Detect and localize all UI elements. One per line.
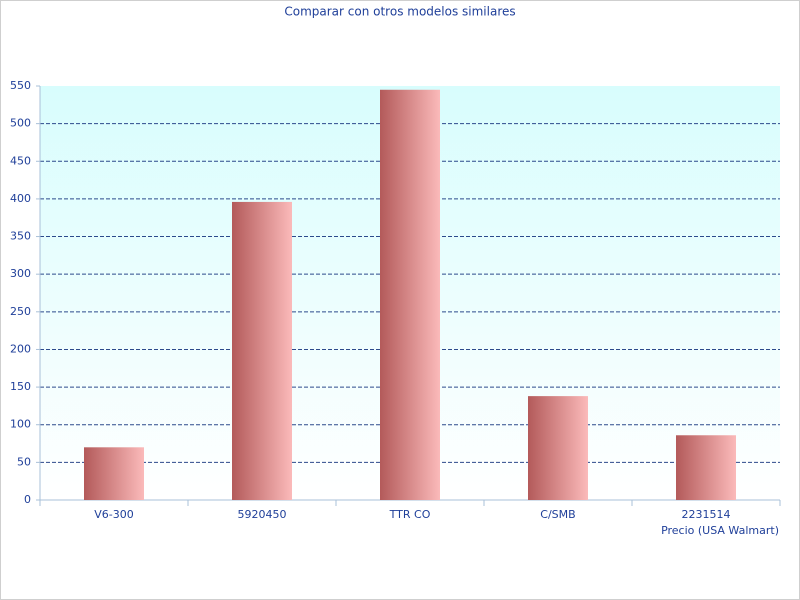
y-tick-label: 300	[10, 267, 31, 280]
y-tick-label: 200	[10, 342, 31, 355]
y-tick-label: 500	[10, 117, 31, 130]
bar	[528, 396, 588, 500]
bar	[84, 447, 144, 500]
bar	[380, 89, 440, 500]
x-tick-label: 5920450	[238, 508, 287, 521]
x-tick-label: TTR CO	[389, 508, 431, 521]
y-tick-label: 450	[10, 154, 31, 167]
y-tick-label: 150	[10, 380, 31, 393]
y-tick-label: 400	[10, 192, 31, 205]
x-axis-label: Precio (USA Walmart)	[661, 524, 779, 537]
y-tick-label: 250	[10, 305, 31, 318]
bar	[232, 201, 292, 501]
x-tick-label: 2231514	[682, 508, 731, 521]
y-tick-label: 550	[10, 79, 31, 92]
chart-title: Comparar con otros modelos similares	[284, 5, 515, 19]
x-tick-label: C/SMB	[540, 508, 575, 521]
y-tick-label: 350	[10, 230, 31, 243]
x-tick-label: V6-300	[94, 508, 134, 521]
y-tick-label: 50	[17, 455, 31, 468]
bar	[676, 435, 736, 500]
y-tick-label: 100	[10, 418, 31, 431]
y-tick-label: 0	[24, 493, 31, 506]
